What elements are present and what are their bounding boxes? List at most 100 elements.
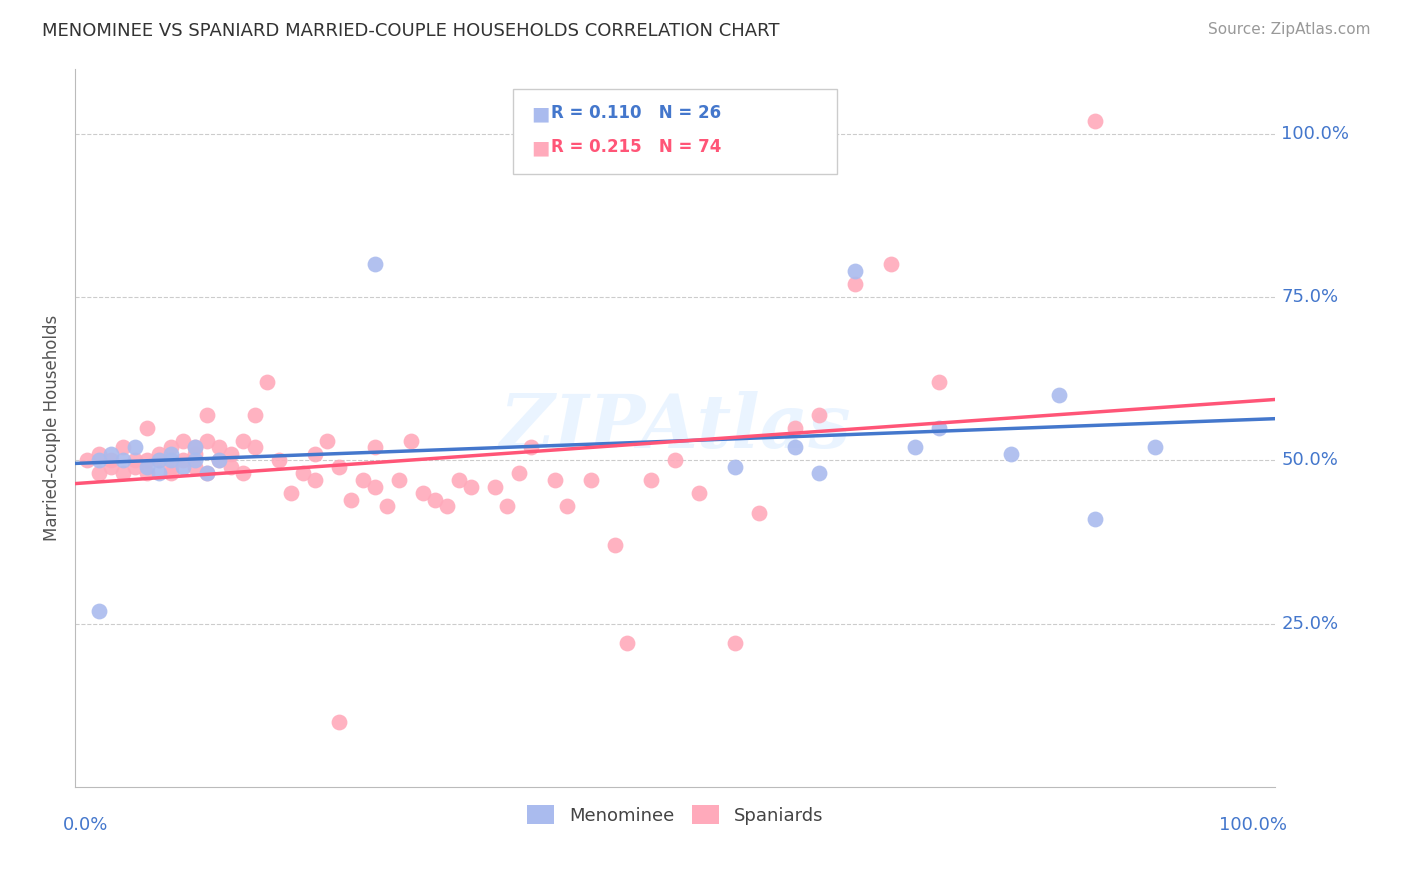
Text: 75.0%: 75.0% bbox=[1281, 288, 1339, 306]
Point bbox=[785, 421, 807, 435]
Point bbox=[1084, 512, 1107, 526]
Point bbox=[688, 486, 710, 500]
Point bbox=[808, 467, 831, 481]
Point bbox=[208, 453, 231, 467]
Point bbox=[111, 440, 134, 454]
Point bbox=[292, 467, 315, 481]
Point bbox=[172, 453, 194, 467]
Point bbox=[76, 453, 98, 467]
Point bbox=[100, 459, 122, 474]
Legend: Menominee, Spaniards: Menominee, Spaniards bbox=[520, 798, 831, 831]
Point bbox=[184, 447, 207, 461]
Point bbox=[184, 440, 207, 454]
Point bbox=[87, 447, 110, 461]
Point bbox=[785, 440, 807, 454]
Point bbox=[1084, 113, 1107, 128]
Point bbox=[232, 467, 254, 481]
Point bbox=[124, 440, 146, 454]
Point bbox=[496, 499, 519, 513]
Point bbox=[100, 453, 122, 467]
Point bbox=[208, 453, 231, 467]
Point bbox=[136, 467, 159, 481]
Point bbox=[412, 486, 434, 500]
Point bbox=[399, 434, 422, 448]
Text: R = 0.215   N = 74: R = 0.215 N = 74 bbox=[551, 138, 721, 156]
Point bbox=[256, 375, 278, 389]
Point bbox=[148, 467, 170, 481]
Text: 0.0%: 0.0% bbox=[63, 815, 108, 834]
Text: Source: ZipAtlas.com: Source: ZipAtlas.com bbox=[1208, 22, 1371, 37]
Text: R = 0.110   N = 26: R = 0.110 N = 26 bbox=[551, 104, 721, 122]
Point bbox=[616, 636, 638, 650]
Point bbox=[136, 459, 159, 474]
Point bbox=[1144, 440, 1167, 454]
Point bbox=[748, 506, 770, 520]
Point bbox=[243, 440, 266, 454]
Point bbox=[232, 434, 254, 448]
Point bbox=[195, 467, 218, 481]
Point bbox=[184, 440, 207, 454]
Point bbox=[928, 375, 950, 389]
Point bbox=[844, 264, 866, 278]
Point bbox=[352, 473, 374, 487]
Point bbox=[148, 447, 170, 461]
Point bbox=[111, 467, 134, 481]
Point bbox=[508, 467, 530, 481]
Point bbox=[364, 440, 387, 454]
Point bbox=[160, 440, 183, 454]
Point bbox=[640, 473, 662, 487]
Point bbox=[124, 459, 146, 474]
Text: ZIPAtlas: ZIPAtlas bbox=[499, 392, 851, 464]
Point bbox=[219, 459, 242, 474]
Point bbox=[195, 467, 218, 481]
Point bbox=[160, 447, 183, 461]
Point bbox=[520, 440, 543, 454]
Point bbox=[148, 453, 170, 467]
Point bbox=[928, 421, 950, 435]
Point bbox=[172, 459, 194, 474]
Point bbox=[1000, 447, 1022, 461]
Text: 50.0%: 50.0% bbox=[1281, 451, 1339, 469]
Point bbox=[449, 473, 471, 487]
Point bbox=[160, 453, 183, 467]
Point bbox=[280, 486, 302, 500]
Point bbox=[304, 447, 326, 461]
Point bbox=[219, 447, 242, 461]
Y-axis label: Married-couple Households: Married-couple Households bbox=[44, 315, 60, 541]
Text: 100.0%: 100.0% bbox=[1219, 815, 1288, 834]
Point bbox=[328, 459, 350, 474]
Text: MENOMINEE VS SPANIARD MARRIED-COUPLE HOUSEHOLDS CORRELATION CHART: MENOMINEE VS SPANIARD MARRIED-COUPLE HOU… bbox=[42, 22, 780, 40]
Point bbox=[375, 499, 398, 513]
Point bbox=[460, 479, 482, 493]
Point bbox=[724, 636, 747, 650]
Text: 100.0%: 100.0% bbox=[1281, 125, 1350, 143]
Point bbox=[364, 479, 387, 493]
Point bbox=[304, 473, 326, 487]
Point bbox=[172, 434, 194, 448]
Point bbox=[184, 453, 207, 467]
Point bbox=[87, 453, 110, 467]
Point bbox=[555, 499, 578, 513]
Point bbox=[87, 604, 110, 618]
Point bbox=[136, 421, 159, 435]
Point bbox=[579, 473, 602, 487]
Point bbox=[160, 467, 183, 481]
Point bbox=[136, 453, 159, 467]
Point bbox=[124, 453, 146, 467]
Point bbox=[160, 459, 183, 474]
Point bbox=[844, 277, 866, 291]
Point bbox=[87, 467, 110, 481]
Point bbox=[664, 453, 686, 467]
Point bbox=[808, 408, 831, 422]
Point bbox=[724, 459, 747, 474]
Point bbox=[208, 440, 231, 454]
Point bbox=[340, 492, 363, 507]
Point bbox=[436, 499, 458, 513]
Point bbox=[484, 479, 506, 493]
Point bbox=[1047, 388, 1070, 402]
Point bbox=[184, 459, 207, 474]
Text: 25.0%: 25.0% bbox=[1281, 615, 1339, 632]
Point bbox=[111, 453, 134, 467]
Point bbox=[100, 447, 122, 461]
Point bbox=[544, 473, 567, 487]
